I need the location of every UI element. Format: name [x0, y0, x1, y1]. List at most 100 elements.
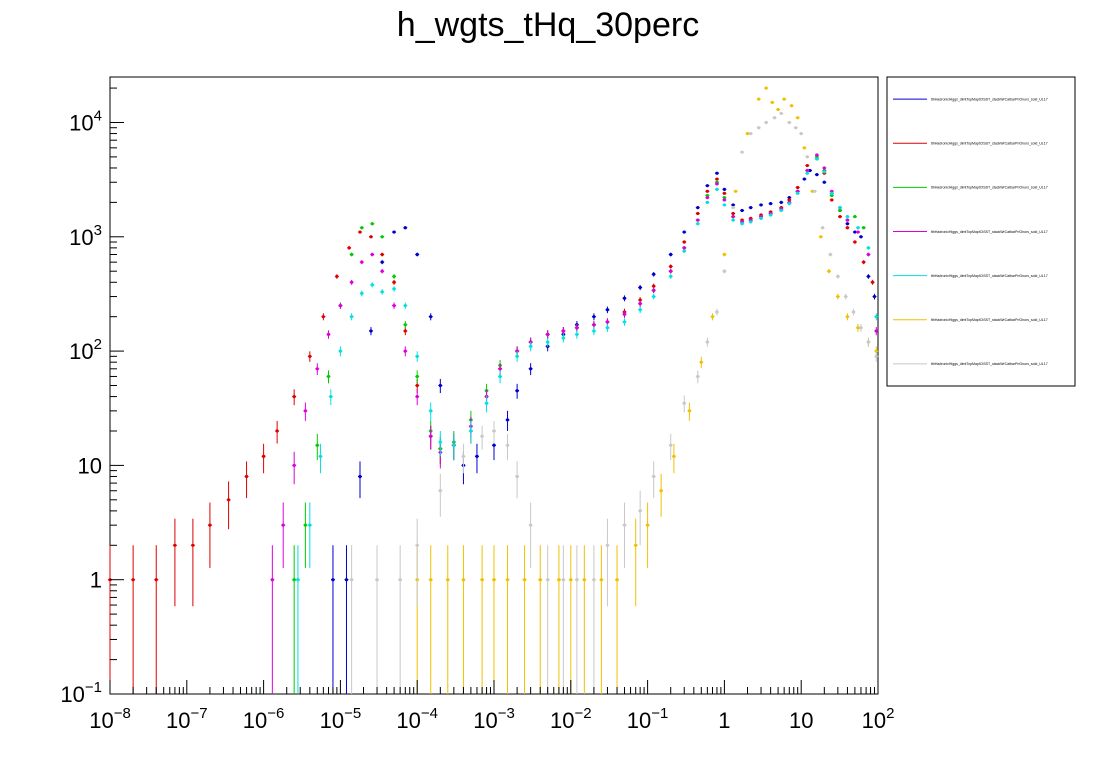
data-point [669, 274, 673, 279]
data-point [358, 474, 362, 479]
data-point [731, 203, 735, 207]
data-point [335, 274, 339, 279]
data-point [830, 198, 834, 202]
data-point [369, 329, 373, 333]
data-point [605, 308, 610, 312]
data-point [292, 463, 296, 467]
data-point [498, 367, 502, 371]
data-point [845, 218, 850, 222]
data-point [622, 320, 627, 324]
data-point [350, 280, 354, 284]
data-point [415, 394, 419, 399]
data-point [731, 206, 735, 210]
legend-label: tthHadronicHiggs_dimtTopMaptCtSST_stackW… [931, 230, 1048, 234]
data-point [838, 208, 842, 213]
data-point [805, 163, 809, 168]
data-point [429, 409, 433, 413]
data-point [856, 230, 860, 234]
series-7 [349, 111, 879, 694]
data-point [358, 230, 362, 234]
data-point [515, 389, 519, 393]
data-point [870, 280, 875, 284]
data-point [446, 578, 450, 582]
data-point [851, 310, 856, 314]
data-point [370, 222, 374, 226]
data-point [638, 298, 642, 302]
data-point [779, 111, 783, 116]
x-tick-label: 10−8 [89, 705, 131, 733]
data-point [715, 171, 719, 175]
data-point [796, 116, 800, 120]
data-point [605, 320, 610, 324]
data-point [415, 543, 419, 547]
data-point [292, 578, 296, 582]
data-point [722, 269, 727, 273]
data-point [740, 208, 744, 213]
x-tick-label: 1 [718, 708, 730, 733]
data-point [705, 193, 709, 198]
data-point [370, 283, 374, 287]
data-point [605, 326, 610, 330]
data-point [866, 340, 871, 344]
data-point [308, 523, 312, 527]
data-point [529, 367, 533, 371]
x-tick-label: 10−6 [243, 705, 285, 733]
data-point [331, 578, 335, 582]
data-point [622, 312, 627, 316]
data-point [546, 340, 550, 344]
data-point [731, 218, 735, 222]
data-point [505, 418, 510, 422]
data-point [821, 226, 825, 230]
data-point [802, 146, 806, 150]
data-point [772, 116, 777, 120]
x-tick-label: 102 [862, 705, 895, 733]
data-point [380, 252, 384, 257]
data-point [315, 443, 319, 447]
data-point [522, 578, 527, 582]
data-point [461, 578, 466, 582]
data-point [515, 349, 519, 353]
data-point [682, 246, 686, 250]
data-point [398, 578, 402, 582]
legend-label: tthHadronicHiggs_dimtTopMaptCtSST_stackW… [931, 318, 1048, 322]
data-point [296, 578, 300, 582]
data-point [866, 274, 871, 279]
data-point [757, 97, 761, 101]
data-point [592, 315, 596, 319]
data-point [669, 269, 673, 273]
data-point [599, 578, 603, 582]
data-point [779, 208, 783, 213]
data-point [492, 429, 496, 433]
data-point [652, 288, 656, 292]
data-point [815, 173, 819, 177]
data-point [561, 329, 565, 333]
data-point [529, 344, 533, 348]
y-tick-label: 103 [69, 222, 102, 250]
data-point [845, 315, 850, 319]
data-point [638, 302, 642, 306]
legend-label: tthHadronicHiggs_dimtTopMaptCtSST_stackW… [931, 362, 1048, 366]
data-point [705, 200, 709, 204]
data-point [392, 304, 396, 308]
data-point [375, 578, 379, 582]
data-point [392, 230, 396, 234]
data-point [344, 578, 349, 582]
data-point [575, 332, 579, 336]
data-point [315, 367, 319, 371]
data-point [582, 578, 586, 582]
data-point [787, 198, 791, 202]
data-point [429, 315, 433, 319]
data-point [380, 290, 384, 294]
data-point [191, 543, 195, 547]
data-point [822, 170, 826, 174]
data-point [638, 285, 642, 290]
x-tick-label: 10−5 [320, 705, 362, 733]
data-point [815, 153, 819, 157]
data-point [350, 252, 354, 257]
data-point [813, 189, 817, 193]
data-point [874, 354, 878, 358]
data-point [592, 578, 596, 582]
x-tick-label: 10−4 [396, 705, 438, 733]
data-point [498, 374, 502, 379]
data-point [208, 523, 212, 527]
